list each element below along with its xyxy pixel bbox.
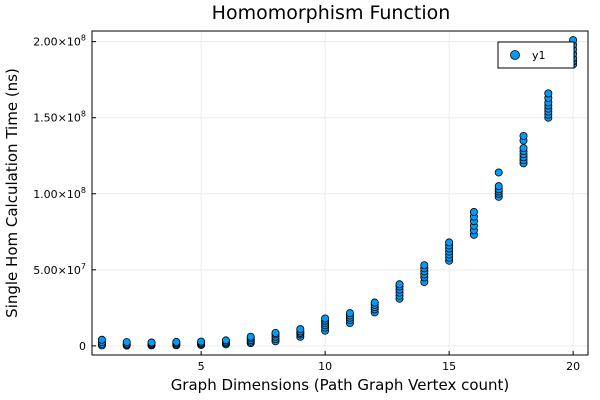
plot-frame [91,30,589,356]
y-tick-label: 0 [79,340,86,353]
x-tick-label: 20 [566,360,580,373]
data-point [246,332,255,341]
data-point [445,238,454,247]
legend-label-y1: y1 [532,49,546,62]
data-point [519,144,528,153]
data-point [147,338,156,347]
data-point [345,309,354,318]
data-point [197,337,206,346]
data-point [395,280,404,289]
data-point [172,337,181,346]
data-point [469,208,478,217]
y-axis-ticks: 0 5.00×107 1.00×108 1.50×108 2.00×108 [33,34,96,353]
legend-marker [510,50,520,60]
data-point [544,89,553,98]
x-tick-label: 5 [198,360,205,373]
chart-title: Homomorphism Function [212,2,451,24]
data-point [97,335,106,344]
x-tick-label: 10 [318,360,332,373]
data-point [271,328,280,337]
y-axis-label: Single Hom Calculation Time (ns) [3,68,21,318]
data-point [370,298,379,307]
y-tick-label: 2.00×108 [33,34,86,49]
grid-lines [92,31,588,355]
data-point [494,168,503,177]
data-point [519,131,528,140]
data-points [97,36,578,350]
x-tick-label: 15 [442,360,456,373]
data-point [420,261,429,270]
data-point [321,314,330,323]
data-point [122,338,131,347]
data-point [221,336,230,345]
y-tick-label: 5.00×107 [33,262,86,277]
y-tick-label: 1.00×108 [33,186,86,201]
x-axis-label: Graph Dimensions (Path Graph Vertex coun… [171,376,510,394]
legend: y1 [497,41,575,69]
y-tick-label: 1.50×108 [33,110,86,125]
x-axis-ticks: 5 10 15 20 [198,351,580,373]
data-point [296,325,305,334]
data-point [494,182,503,191]
